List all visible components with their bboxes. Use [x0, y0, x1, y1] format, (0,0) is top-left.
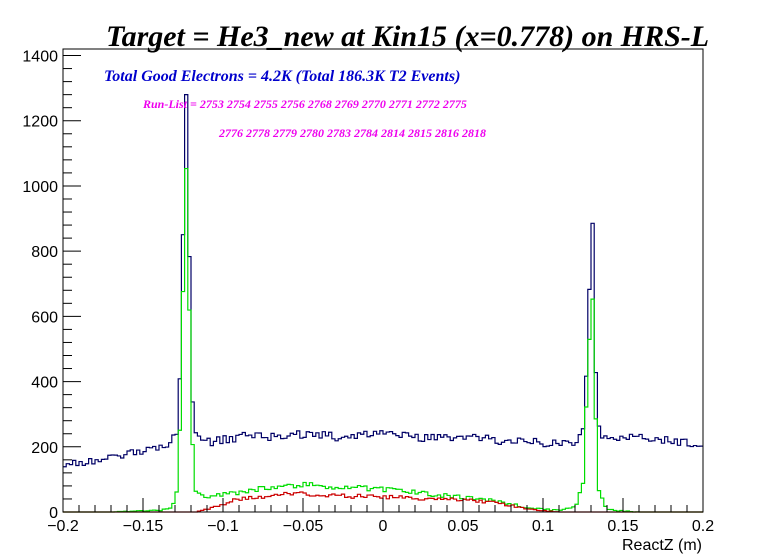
x-tick-label: −0.15	[123, 518, 164, 535]
annotation-total-electrons: Total Good Electrons = 4.2K (Total 186.3…	[104, 68, 460, 85]
x-tick-label: 0.15	[607, 518, 638, 535]
y-tick-label: 1000	[22, 179, 58, 196]
y-tick-label: 0	[49, 505, 58, 522]
x-axis-label: ReactZ (m)	[622, 537, 702, 554]
x-tick-label: −0.2	[47, 518, 79, 535]
series-line-1	[63, 94, 703, 468]
y-tick-label: 400	[31, 375, 58, 392]
annotation-run-list-2: 2776 2778 2779 2780 2783 2784 2814 2815 …	[218, 126, 486, 140]
x-tick-label: −0.05	[283, 518, 324, 535]
x-tick-label: −0.1	[207, 518, 239, 535]
y-tick-label: 1200	[22, 114, 58, 131]
y-tick-label: 1400	[22, 49, 58, 66]
series-line-3	[63, 491, 703, 513]
x-tick-label: 0.1	[532, 518, 554, 535]
annotation-run-list-1: Run-List = 2753 2754 2755 2756 2768 2769…	[142, 97, 467, 111]
x-tick-label: 0.05	[447, 518, 478, 535]
y-tick-label: 600	[31, 309, 58, 326]
chart-title: Target = He3_new at Kin15 (x=0.778) on H…	[106, 20, 709, 53]
x-tick-label: 0	[379, 518, 388, 535]
x-tick-label: 0.2	[692, 518, 714, 535]
axes-layer: −0.2 −0.15 −0.1 −0.05 0 0.05 0.1 0.15 0.2 0 200 400…	[22, 49, 714, 535]
y-tick-label: 200	[31, 440, 58, 457]
y-tick-label: 800	[31, 244, 58, 261]
